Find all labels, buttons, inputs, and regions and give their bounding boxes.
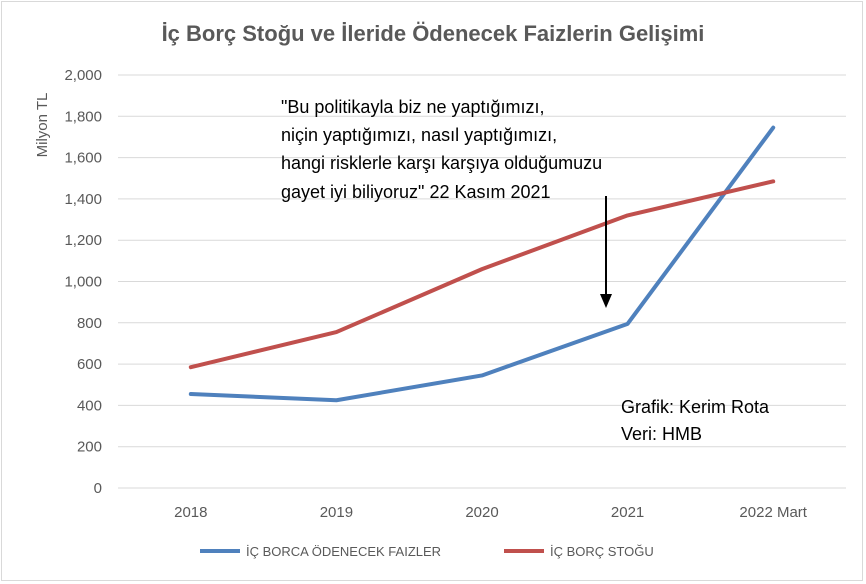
legend: İÇ BORCA ÖDENECEK FAIZLER İÇ BORÇ STOĞU xyxy=(200,544,654,559)
x-tick-label: 2021 xyxy=(611,504,644,521)
data-point xyxy=(481,268,483,270)
gridlines xyxy=(118,74,846,489)
x-tick-label: 2018 xyxy=(174,504,207,521)
data-point xyxy=(335,331,337,333)
y-tick-label: 600 xyxy=(77,356,102,373)
y-tick-label: 200 xyxy=(77,439,102,456)
y-tick-label: 1,000 xyxy=(64,274,102,291)
quote-line-1: "Bu politikayla biz ne yaptığımızı, xyxy=(281,97,545,117)
chart-title: İç Borç Stoğu ve İleride Ödenecek Faizle… xyxy=(162,21,705,46)
legend-label-stok: İÇ BORÇ STOĞU xyxy=(550,544,654,559)
data-point xyxy=(481,374,483,376)
x-tick-label: 2022 Mart xyxy=(739,504,807,521)
y-tick-label: 1,200 xyxy=(64,232,102,249)
y-tick-label: 0 xyxy=(94,480,102,497)
credit-author: Grafik: Kerim Rota xyxy=(621,397,770,417)
quote-line-2: niçin yaptığımızı, nasıl yaptığımızı, xyxy=(281,125,557,145)
x-tick-label: 2020 xyxy=(465,504,498,521)
y-tick-label: 2,000 xyxy=(64,67,102,84)
y-tick-label: 1,600 xyxy=(64,150,102,167)
data-point xyxy=(335,399,337,401)
y-tick-label: 1,800 xyxy=(64,108,102,125)
y-tick-label: 400 xyxy=(77,397,102,414)
x-tick-labels: 2018 2019 2020 2021 2022 Mart xyxy=(174,504,808,521)
quote-line-4: gayet iyi biliyoruz" 22 Kasım 2021 xyxy=(281,182,551,202)
data-point xyxy=(627,323,629,325)
x-tick-label: 2019 xyxy=(320,504,353,521)
y-tick-labels: 0 200 400 600 800 1,000 1,200 1,400 1,600 1,800 2,… xyxy=(64,67,102,497)
data-point xyxy=(190,366,192,368)
credit-source: Veri: HMB xyxy=(621,424,702,444)
data-point xyxy=(190,393,192,395)
y-tick-label: 800 xyxy=(77,315,102,332)
y-axis-label: Milyon TL xyxy=(34,93,51,158)
data-point xyxy=(772,127,774,129)
annotation-arrow-head xyxy=(600,294,612,308)
data-point xyxy=(627,214,629,216)
data-point xyxy=(772,180,774,182)
legend-label-faiz: İÇ BORCA ÖDENECEK FAIZLER xyxy=(246,544,441,559)
series-line-stok xyxy=(188,179,776,370)
series-lines xyxy=(188,125,776,403)
quote-line-3: hangi risklerle karşı karşıya olduğumuzu xyxy=(281,153,602,173)
y-tick-label: 1,400 xyxy=(64,191,102,208)
